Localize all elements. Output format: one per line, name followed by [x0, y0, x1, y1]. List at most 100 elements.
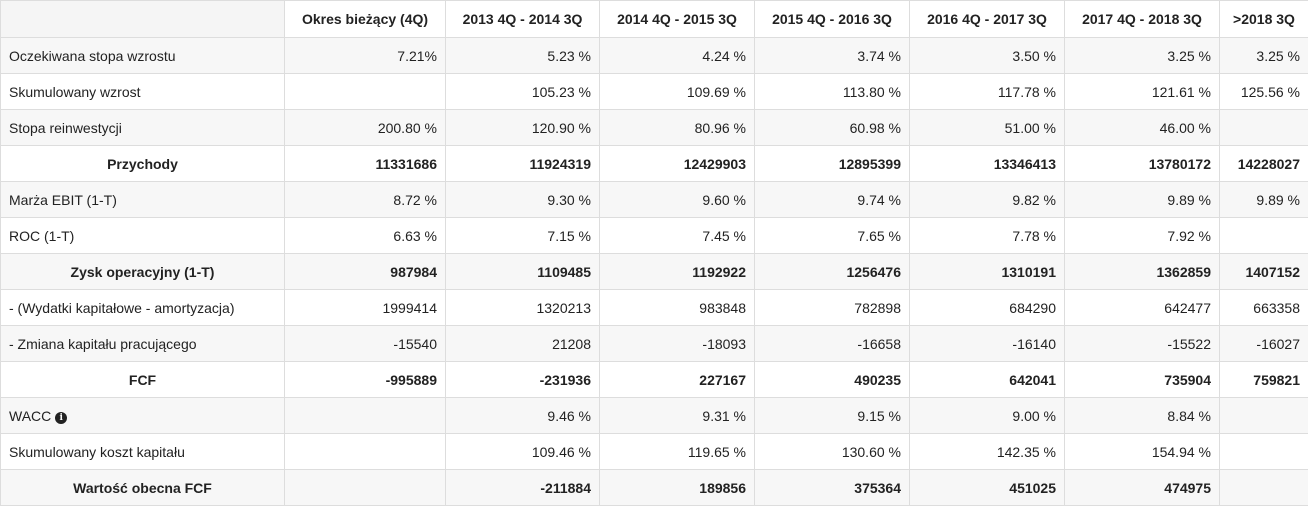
- value-cell: -995889: [284, 361, 446, 398]
- table-row: FCF -995889 -231936 227167 490235 642041 73590…: [0, 361, 1308, 398]
- value-cell: 8.84 %: [1064, 397, 1220, 434]
- value-cell: 119.65 %: [599, 433, 755, 470]
- row-label: Skumulowany wzrost: [9, 83, 141, 100]
- value-cell: 9.00 %: [909, 397, 1065, 434]
- table-row: Stopa reinwestycji 200.80 % 120.90 % 80.96 …: [0, 109, 1308, 146]
- value-cell: 1192922: [599, 253, 755, 290]
- value-cell: 684290: [909, 289, 1065, 326]
- table-row: ROC (1-T) 6.63 % 7.15 % 7.45 % 7.65 % 7.78 % 7…: [0, 217, 1308, 254]
- table-row: Marża EBIT (1-T) 8.72 % 9.30 % 9.60 % 9.74 %…: [0, 181, 1308, 218]
- dcf-table: Okres bieżący (4Q) 2013 4Q - 2014 3Q 201…: [0, 0, 1308, 506]
- header-cell: Okres bieżący (4Q): [284, 0, 446, 38]
- value-cell: [1219, 433, 1308, 470]
- value-cell: 105.23 %: [445, 73, 600, 110]
- value-cell: 130.60 %: [754, 433, 910, 470]
- table-row: Wartość obecna FCF -211884 189856 375364 451…: [0, 469, 1308, 506]
- value-cell: 9.46 %: [445, 397, 600, 434]
- value-cell: 9.31 %: [599, 397, 755, 434]
- value-cell: 120.90 %: [445, 109, 600, 146]
- value-cell: -18093: [599, 325, 755, 362]
- row-label-cell: Oczekiwana stopa wzrostu: [0, 37, 285, 74]
- table-body: Oczekiwana stopa wzrostu 7.21% 5.23 % 4.24 …: [0, 37, 1308, 506]
- value-cell: [284, 73, 446, 110]
- row-label-cell: Skumulowany wzrost: [0, 73, 285, 110]
- value-cell: 1999414: [284, 289, 446, 326]
- value-cell: [284, 469, 446, 506]
- value-cell: 735904: [1064, 361, 1220, 398]
- header-cell: 2017 4Q - 2018 3Q: [1064, 0, 1220, 38]
- row-label-cell: - Zmiana kapitału pracującego: [0, 325, 285, 362]
- value-cell: 3.25 %: [1064, 37, 1220, 74]
- row-label-cell: Przychody: [0, 145, 285, 182]
- row-label-cell: ROC (1-T): [0, 217, 285, 254]
- value-cell: -231936: [445, 361, 600, 398]
- value-cell: -16140: [909, 325, 1065, 362]
- row-label-cell: - (Wydatki kapitałowe - amortyzacja): [0, 289, 285, 326]
- table-row: Oczekiwana stopa wzrostu 7.21% 5.23 % 4.24 …: [0, 37, 1308, 74]
- value-cell: 200.80 %: [284, 109, 446, 146]
- value-cell: 987984: [284, 253, 446, 290]
- value-cell: 375364: [754, 469, 910, 506]
- value-cell: 6.63 %: [284, 217, 446, 254]
- value-cell: 782898: [754, 289, 910, 326]
- value-cell: 9.89 %: [1219, 181, 1308, 218]
- row-label: - Zmiana kapitału pracującego: [9, 335, 197, 352]
- value-cell: 9.89 %: [1064, 181, 1220, 218]
- row-label-cell: Marża EBIT (1-T): [0, 181, 285, 218]
- table-row: Przychody 11331686 11924319 12429903 1289539…: [0, 145, 1308, 182]
- value-cell: 46.00 %: [1064, 109, 1220, 146]
- value-cell: 117.78 %: [909, 73, 1065, 110]
- row-label: Marża EBIT (1-T): [9, 191, 117, 208]
- value-cell: 9.15 %: [754, 397, 910, 434]
- value-cell: 1320213: [445, 289, 600, 326]
- row-label: Stopa reinwestycji: [9, 119, 122, 136]
- value-cell: 663358: [1219, 289, 1308, 326]
- value-cell: 983848: [599, 289, 755, 326]
- table-row: Skumulowany koszt kapitału 109.46 % 119.65…: [0, 433, 1308, 470]
- value-cell: 642477: [1064, 289, 1220, 326]
- value-cell: 21208: [445, 325, 600, 362]
- value-cell: 490235: [754, 361, 910, 398]
- value-cell: 8.72 %: [284, 181, 446, 218]
- value-cell: 5.23 %: [445, 37, 600, 74]
- value-cell: 3.74 %: [754, 37, 910, 74]
- row-label-cell: Skumulowany koszt kapitału: [0, 433, 285, 470]
- value-cell: [284, 397, 446, 434]
- row-label-cell: Stopa reinwestycji: [0, 109, 285, 146]
- value-cell: [1219, 469, 1308, 506]
- row-label: Skumulowany koszt kapitału: [9, 443, 185, 460]
- value-cell: 474975: [1064, 469, 1220, 506]
- value-cell: 109.46 %: [445, 433, 600, 470]
- row-label: Przychody: [107, 155, 178, 172]
- value-cell: 13780172: [1064, 145, 1220, 182]
- value-cell: -16658: [754, 325, 910, 362]
- value-cell: 11331686: [284, 145, 446, 182]
- value-cell: [284, 433, 446, 470]
- value-cell: 7.78 %: [909, 217, 1065, 254]
- value-cell: 113.80 %: [754, 73, 910, 110]
- value-cell: 759821: [1219, 361, 1308, 398]
- value-cell: 9.74 %: [754, 181, 910, 218]
- value-cell: 125.56 %: [1219, 73, 1308, 110]
- value-cell: 7.21%: [284, 37, 446, 74]
- value-cell: 154.94 %: [1064, 433, 1220, 470]
- value-cell: 451025: [909, 469, 1065, 506]
- header-row: Okres bieżący (4Q) 2013 4Q - 2014 3Q 201…: [0, 0, 1308, 38]
- value-cell: 7.92 %: [1064, 217, 1220, 254]
- value-cell: 9.82 %: [909, 181, 1065, 218]
- value-cell: 189856: [599, 469, 755, 506]
- value-cell: 1109485: [445, 253, 600, 290]
- value-cell: 1362859: [1064, 253, 1220, 290]
- value-cell: -16027: [1219, 325, 1308, 362]
- value-cell: -15540: [284, 325, 446, 362]
- row-label-cell: FCF: [0, 361, 285, 398]
- row-label: ROC (1-T): [9, 227, 75, 244]
- value-cell: [1219, 397, 1308, 434]
- row-label: - (Wydatki kapitałowe - amortyzacja): [9, 299, 235, 316]
- row-label: WACC: [9, 407, 52, 424]
- row-label: Wartość obecna FCF: [73, 479, 212, 496]
- value-cell: 121.61 %: [1064, 73, 1220, 110]
- value-cell: 7.65 %: [754, 217, 910, 254]
- info-icon[interactable]: i: [55, 411, 68, 424]
- value-cell: 4.24 %: [599, 37, 755, 74]
